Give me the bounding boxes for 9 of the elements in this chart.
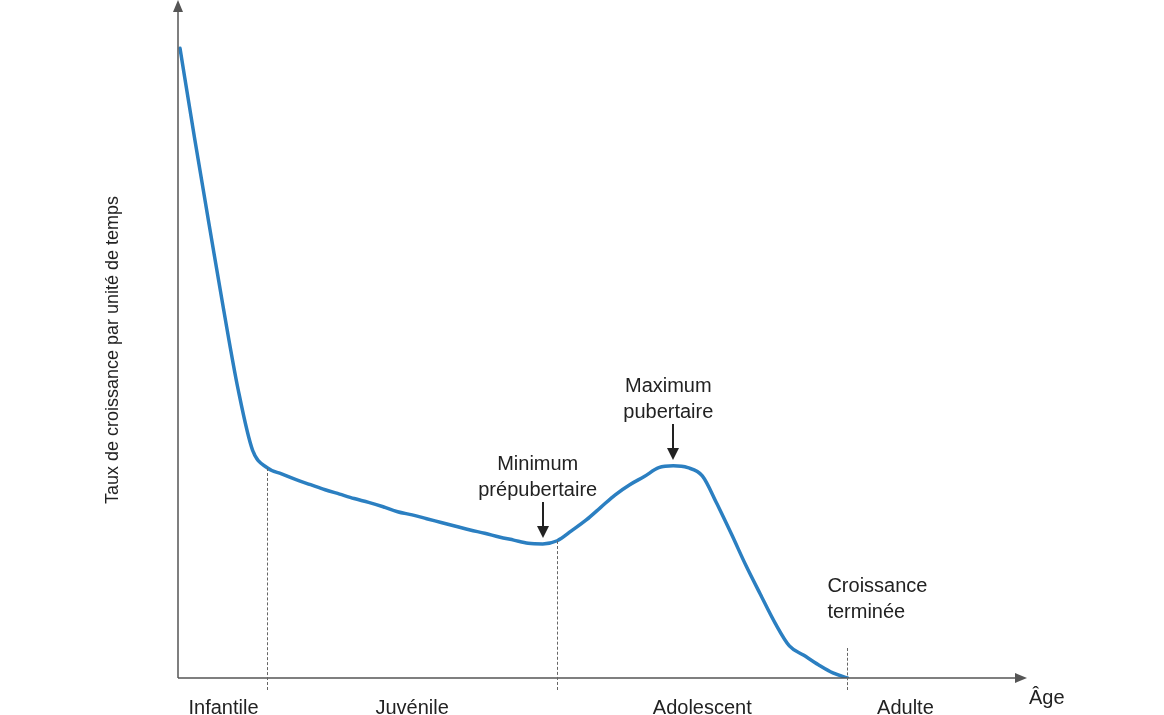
x-tick-label: Infantile [188,695,259,715]
annotation: Maximum pubertaire [623,373,714,422]
x-tick-label: Juvénile [375,695,449,715]
annotation: Croissance terminée [827,574,928,622]
x-tick-label: Adulte [877,695,934,715]
x-axis-title: Âge [1029,685,1065,708]
annotation: Minimum prépubertaire [478,451,598,500]
y-axis-title: Taux de croissance par unité de temps [101,195,123,505]
x-tick-label: Adolescent [652,695,753,715]
